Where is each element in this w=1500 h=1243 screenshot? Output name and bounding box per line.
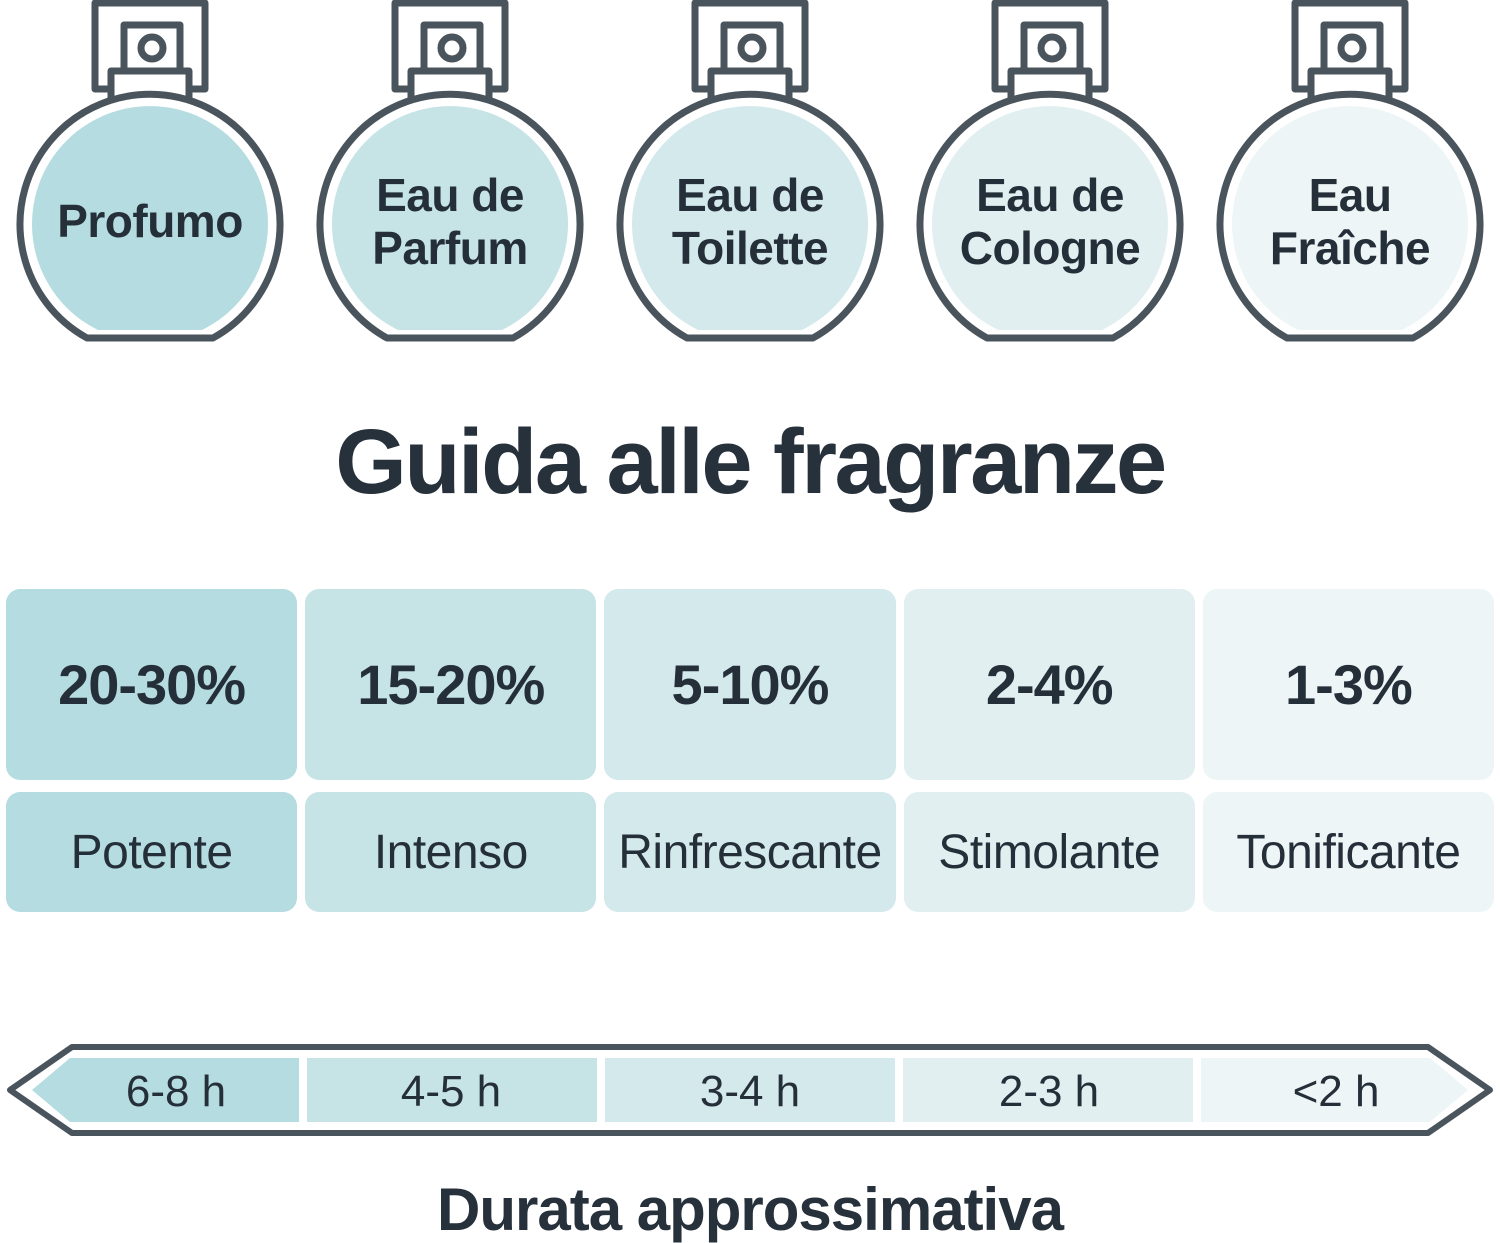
character-cell: Potente — [6, 792, 298, 912]
perfume-bottle-icon — [616, 0, 884, 342]
concentration-cell: 2-4% — [903, 589, 1195, 780]
duration-segment — [605, 1058, 895, 1122]
duration-segment — [307, 1058, 597, 1122]
concentration-cell: 15-20% — [305, 589, 597, 780]
bottle-fill — [1232, 106, 1468, 330]
character-cell: Stimolante — [903, 792, 1195, 912]
duration-label: 3-4 h — [700, 1067, 800, 1116]
perfume-bottle-icon — [1216, 0, 1484, 342]
bottle-eau-de-cologne: Eau de Cologne — [900, 0, 1200, 346]
page-title: Guida alle fragranze — [335, 411, 1167, 513]
duration-arrow-graphic: 6-8 h 4-5 h 3-4 h 2-3 h <2 h — [7, 1044, 1493, 1136]
duration-segment — [1201, 1058, 1468, 1122]
duration-label: 4-5 h — [401, 1067, 501, 1116]
character-cell: Intenso — [305, 792, 597, 912]
bottle-eau-de-parfum: Eau de Parfum — [300, 0, 600, 346]
bottle-fill — [332, 106, 568, 330]
concentration-cell: 1-3% — [1202, 589, 1494, 780]
duration-caption: Durata approssimativa — [437, 1176, 1064, 1243]
duration-arrow: 6-8 h 4-5 h 3-4 h 2-3 h <2 h — [6, 1044, 1494, 1136]
duration-label: 2-3 h — [999, 1067, 1099, 1116]
bottle-fill — [31, 106, 269, 330]
duration-label: 6-8 h — [126, 1067, 226, 1116]
perfume-bottle-icon — [916, 0, 1184, 342]
concentration-cell: 20-30% — [6, 589, 298, 780]
duration-label: <2 h — [1293, 1067, 1380, 1116]
duration-segment — [903, 1058, 1193, 1122]
bottle-profumo: Profumo — [0, 0, 300, 346]
perfume-bottle-icon — [316, 0, 584, 342]
concentration-cell: 5-10% — [604, 589, 896, 780]
bottle-eau-fraiche: Eau Fraîche — [1200, 0, 1500, 346]
bottle-row: Profumo Eau de Parfum — [0, 0, 1500, 346]
perfume-bottle-icon — [16, 0, 284, 342]
bottle-fill — [932, 106, 1168, 330]
character-cell: Rinfrescante — [604, 792, 896, 912]
bottle-fill — [632, 106, 868, 330]
character-cell: Tonificante — [1202, 792, 1494, 912]
concentration-table: 20-30% 15-20% 5-10% 2-4% 1-3% Potente In… — [6, 589, 1494, 912]
duration-segment — [32, 1058, 299, 1122]
bottle-eau-de-toilette: Eau de Toilette — [600, 0, 900, 346]
